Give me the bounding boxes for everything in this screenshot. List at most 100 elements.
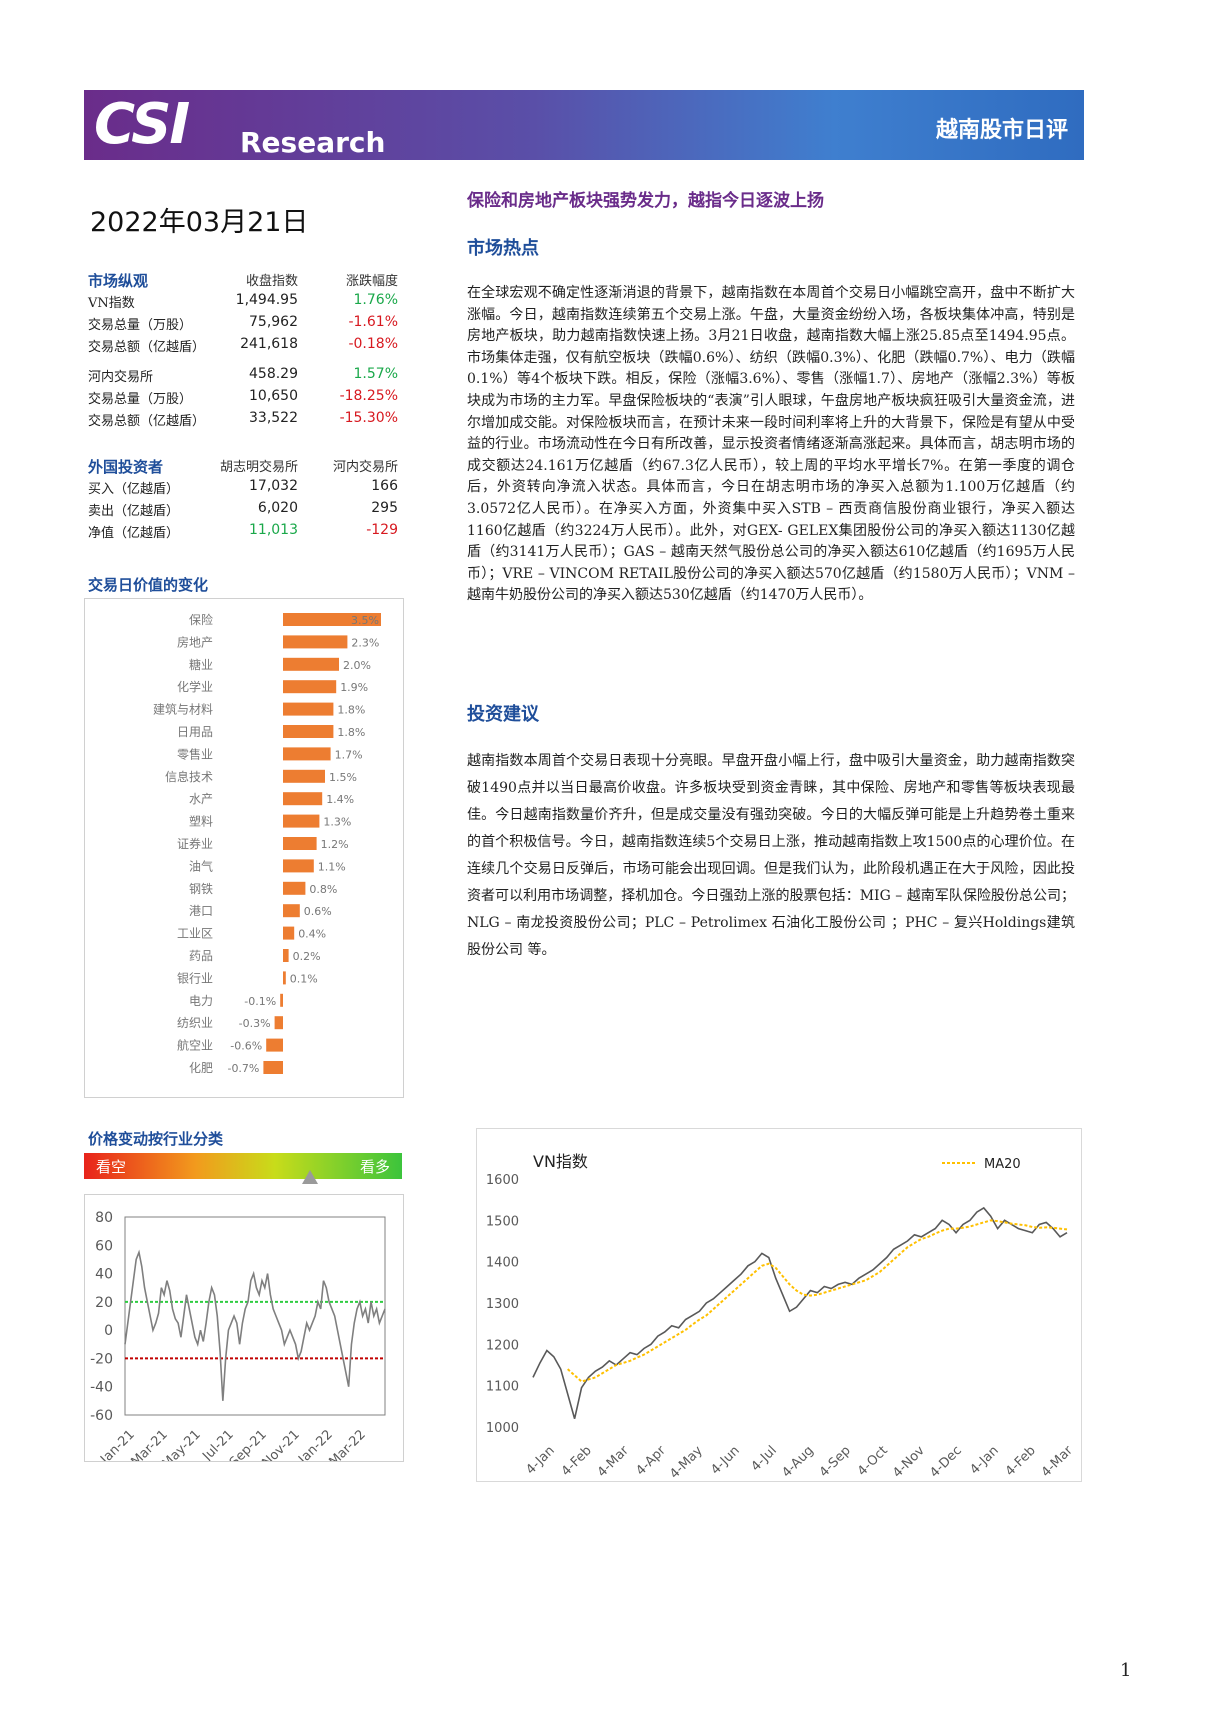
data-label: -0.7% xyxy=(227,1062,259,1075)
bar xyxy=(283,904,300,918)
bar xyxy=(274,1016,283,1030)
row-label: 买入（亿越盾） xyxy=(88,482,180,497)
section-investment-advice: 投资建议 xyxy=(467,704,539,725)
x-tick-label: 4-Mar xyxy=(595,1443,633,1481)
table-row: 河内交易所 458.29 1.57% xyxy=(88,366,398,388)
data-label: 2.3% xyxy=(351,636,379,649)
y-tick-label: 1300 xyxy=(486,1297,519,1312)
table-row: 交易总量（万股） 10,650 -18.25% xyxy=(88,388,398,410)
x-tick-label: 4-Apr xyxy=(633,1443,669,1479)
header-hn: 河内交易所 xyxy=(332,460,398,475)
category-label: 航空业 xyxy=(177,1038,213,1053)
category-label: 保险 xyxy=(189,612,213,627)
x-tick-label: 4-Sep xyxy=(817,1443,854,1480)
x-tick-label: 4-Jan xyxy=(967,1443,1001,1477)
category-label: 银行业 xyxy=(177,971,213,985)
category-label: 水产 xyxy=(189,792,213,806)
bar xyxy=(283,702,334,716)
category-label: 证券业 xyxy=(177,836,213,851)
category-label: 油气 xyxy=(189,858,213,873)
y-tick-label: 20 xyxy=(95,1295,113,1311)
y-tick-label: 1500 xyxy=(486,1214,519,1229)
paragraph-investment-advice: 越南指数本周首个交易日表现十分亮眼。早盘开盘小幅上行，盘中吸引大量资金，助力越南… xyxy=(467,753,1075,958)
row-value: 241,618 xyxy=(240,336,298,352)
report-title: 越南股市日评 xyxy=(935,118,1068,143)
bar xyxy=(283,881,306,895)
bar xyxy=(283,971,286,985)
vn-index-line-chart: VN指数 1600 1500 1400 1300 1200 1100 1000 MA20 4-Ja… xyxy=(486,1152,1077,1482)
header-banner: CSI Research 越南股市日评 xyxy=(84,90,1084,160)
row-label: 交易总量（万股） xyxy=(88,318,193,333)
ma20-line xyxy=(567,1219,1068,1383)
row-value: 458.29 xyxy=(249,366,298,382)
row-label: 净值（亿越盾） xyxy=(88,526,180,541)
bar xyxy=(263,1061,283,1074)
bar xyxy=(283,949,289,962)
category-label: 房地产 xyxy=(177,634,213,649)
bearish-label: 看空 xyxy=(96,1158,127,1176)
article-title: 保险和房地产板块强势发力，越指今日逐波上扬 xyxy=(467,191,824,211)
category-label: 电力 xyxy=(189,994,213,1008)
row-label: 卖出（亿越盾） xyxy=(88,504,180,519)
sector-chart-title: 交易日价值的变化 xyxy=(88,576,209,594)
y-tick-label: 1000 xyxy=(486,1421,519,1436)
row-change: -15.30% xyxy=(339,410,398,426)
data-label: -0.1% xyxy=(244,995,276,1008)
x-tick-label: 4-Mar xyxy=(1039,1443,1077,1481)
sentiment-title: 价格变动按行业分类 xyxy=(88,1130,224,1148)
row-change: 1.57% xyxy=(353,366,398,382)
y-tick-label: 40 xyxy=(95,1267,113,1283)
data-label: 1.4% xyxy=(326,793,354,806)
bar xyxy=(283,837,317,850)
y-tick-label: 1600 xyxy=(486,1173,519,1188)
logo-csi: CSI xyxy=(94,92,190,157)
data-label: -0.3% xyxy=(239,1017,271,1030)
row-hcm: 11,013 xyxy=(249,522,298,538)
row-label: 河内交易所 xyxy=(88,370,154,385)
data-label: 1.9% xyxy=(340,681,368,694)
row-value: 75,962 xyxy=(249,314,298,330)
row-label: 交易总量（万股） xyxy=(88,392,193,407)
header-label: 市场纵观 xyxy=(88,272,149,290)
sentiment-gradient-bar: 看空 看多 xyxy=(84,1153,402,1179)
sentiment-line-chart: 806040200-20-40-60Jan-21Mar-21May-21Jul-… xyxy=(90,1210,386,1472)
header-label: 外国投资者 xyxy=(88,458,164,476)
plot-area xyxy=(124,1216,386,1416)
row-change: 1.76% xyxy=(353,292,398,308)
section-market-hotspot: 市场热点 xyxy=(467,238,539,259)
row-change: -0.18% xyxy=(348,336,398,352)
bar xyxy=(283,769,325,783)
data-label: 1.7% xyxy=(335,748,363,761)
header-hcm: 胡志明交易所 xyxy=(219,460,298,475)
row-label: 交易总额（亿越盾） xyxy=(88,340,206,355)
y-tick-label: 0 xyxy=(104,1323,113,1339)
market-overview-table: 市场纵观 收盘指数 涨跌幅度 VN指数 1,494.95 1.76% 交易总量（… xyxy=(88,270,398,430)
table-row: 买入（亿越盾） 17,032 166 xyxy=(88,478,398,500)
bar xyxy=(283,747,331,761)
row-value: 1,494.95 xyxy=(235,292,298,308)
x-tick-label: Mar-22 xyxy=(326,1427,368,1461)
bar xyxy=(283,680,337,694)
vn-index-line xyxy=(532,1206,1068,1419)
data-label: 2.0% xyxy=(343,659,371,672)
row-hn: 166 xyxy=(371,478,398,494)
paragraph-market-hotspot: 在全球宏观不确定性逐渐消退的背景下，越南指数在本周首个交易日小幅跳空高开，盘中不… xyxy=(467,285,1075,604)
row-hcm: 17,032 xyxy=(249,478,298,494)
data-label: 1.1% xyxy=(318,860,346,873)
y-tick-label: -60 xyxy=(90,1408,113,1424)
row-change: -18.25% xyxy=(339,388,398,404)
table-header: 市场纵观 收盘指数 涨跌幅度 xyxy=(88,270,398,292)
row-change: -1.61% xyxy=(348,314,398,330)
category-label: 药品 xyxy=(189,949,213,963)
x-tick-label: 4-Feb xyxy=(1003,1443,1039,1479)
data-label: 1.8% xyxy=(337,704,365,717)
x-tick-label: May-21 xyxy=(159,1427,203,1461)
row-value: 10,650 xyxy=(249,388,298,404)
data-label: 0.4% xyxy=(298,928,326,941)
bar xyxy=(283,613,381,626)
sector-chart-box: 保险 3.5% 房地产 2.3% 糖业 2.0% 化学业 1.9% 建筑与材料 1.8% 日用品 1.… xyxy=(84,598,404,1098)
category-label: 糖业 xyxy=(189,657,213,672)
table-header: 外国投资者 胡志明交易所 河内交易所 xyxy=(88,456,398,478)
y-tick-label: 1100 xyxy=(486,1380,519,1395)
data-label: 0.6% xyxy=(304,905,332,918)
